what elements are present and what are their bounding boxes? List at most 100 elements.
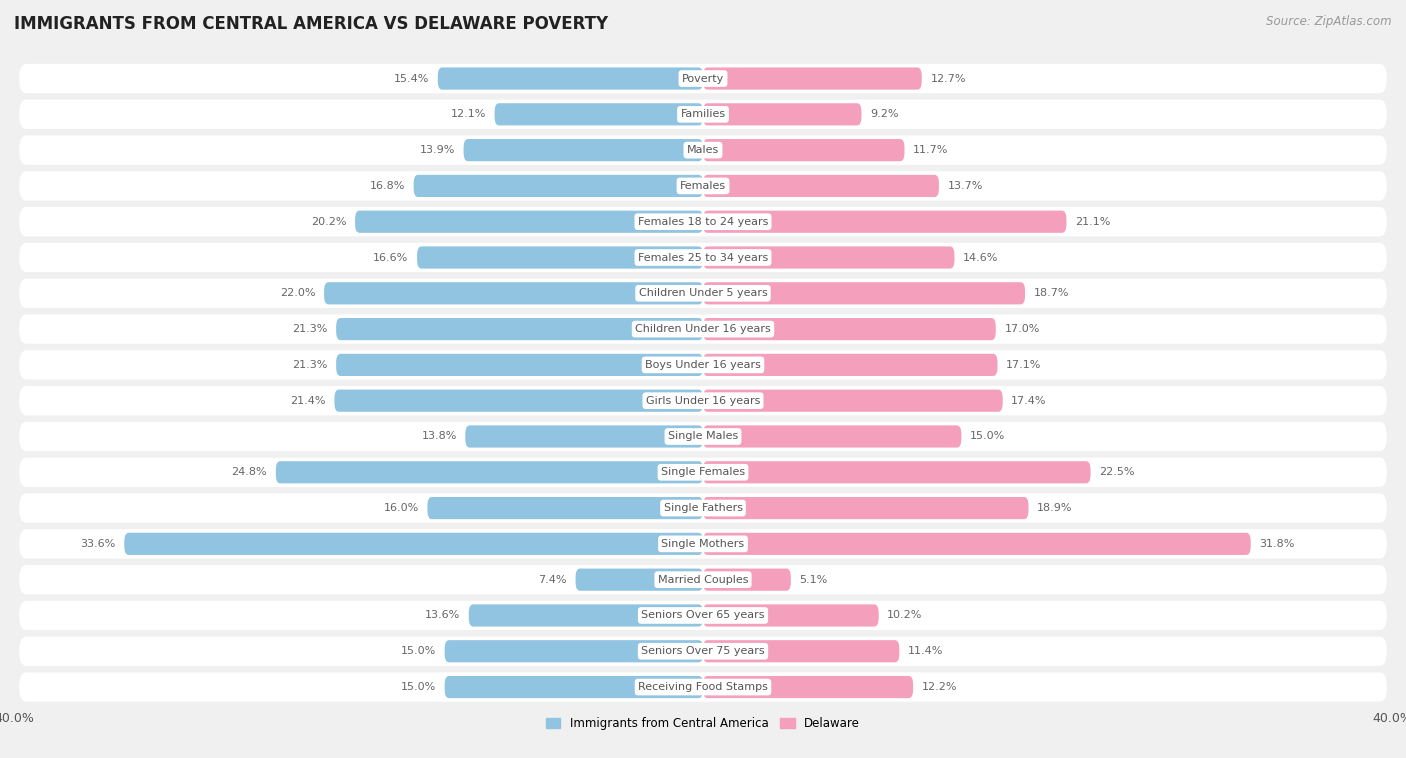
FancyBboxPatch shape: [465, 425, 703, 447]
Text: 15.0%: 15.0%: [401, 682, 436, 692]
Text: 17.4%: 17.4%: [1011, 396, 1047, 406]
FancyBboxPatch shape: [20, 136, 1386, 164]
FancyBboxPatch shape: [464, 139, 703, 161]
FancyBboxPatch shape: [20, 171, 1386, 201]
FancyBboxPatch shape: [703, 568, 790, 590]
Text: 13.9%: 13.9%: [419, 145, 456, 155]
FancyBboxPatch shape: [356, 211, 703, 233]
FancyBboxPatch shape: [20, 637, 1386, 666]
Text: 15.0%: 15.0%: [970, 431, 1005, 441]
Text: 12.2%: 12.2%: [922, 682, 957, 692]
Text: 31.8%: 31.8%: [1260, 539, 1295, 549]
Text: 12.1%: 12.1%: [450, 109, 486, 119]
FancyBboxPatch shape: [703, 67, 922, 89]
FancyBboxPatch shape: [20, 207, 1386, 236]
FancyBboxPatch shape: [444, 676, 703, 698]
Text: 11.4%: 11.4%: [908, 647, 943, 656]
Text: Married Couples: Married Couples: [658, 575, 748, 584]
FancyBboxPatch shape: [336, 318, 703, 340]
FancyBboxPatch shape: [703, 103, 862, 125]
FancyBboxPatch shape: [20, 279, 1386, 308]
FancyBboxPatch shape: [703, 211, 1066, 233]
FancyBboxPatch shape: [20, 458, 1386, 487]
FancyBboxPatch shape: [703, 139, 904, 161]
Text: 13.7%: 13.7%: [948, 181, 983, 191]
Text: 16.0%: 16.0%: [384, 503, 419, 513]
Text: Seniors Over 65 years: Seniors Over 65 years: [641, 610, 765, 621]
Text: 12.7%: 12.7%: [931, 74, 966, 83]
Text: 33.6%: 33.6%: [80, 539, 115, 549]
FancyBboxPatch shape: [495, 103, 703, 125]
FancyBboxPatch shape: [418, 246, 703, 268]
FancyBboxPatch shape: [20, 64, 1386, 93]
FancyBboxPatch shape: [703, 390, 1002, 412]
Text: 17.0%: 17.0%: [1004, 324, 1040, 334]
Text: Source: ZipAtlas.com: Source: ZipAtlas.com: [1267, 15, 1392, 28]
Text: 18.9%: 18.9%: [1038, 503, 1073, 513]
Text: 15.4%: 15.4%: [394, 74, 429, 83]
Text: Females 18 to 24 years: Females 18 to 24 years: [638, 217, 768, 227]
Text: Females 25 to 34 years: Females 25 to 34 years: [638, 252, 768, 262]
Text: 21.1%: 21.1%: [1076, 217, 1111, 227]
FancyBboxPatch shape: [703, 175, 939, 197]
Text: 21.3%: 21.3%: [292, 360, 328, 370]
Text: 15.0%: 15.0%: [401, 647, 436, 656]
FancyBboxPatch shape: [20, 315, 1386, 344]
FancyBboxPatch shape: [413, 175, 703, 197]
FancyBboxPatch shape: [20, 672, 1386, 702]
FancyBboxPatch shape: [444, 641, 703, 662]
FancyBboxPatch shape: [323, 282, 703, 305]
FancyBboxPatch shape: [703, 282, 1025, 305]
Text: 17.1%: 17.1%: [1007, 360, 1042, 370]
Text: Girls Under 16 years: Girls Under 16 years: [645, 396, 761, 406]
FancyBboxPatch shape: [20, 99, 1386, 129]
FancyBboxPatch shape: [20, 386, 1386, 415]
FancyBboxPatch shape: [703, 497, 1029, 519]
Text: Single Fathers: Single Fathers: [664, 503, 742, 513]
Text: 5.1%: 5.1%: [800, 575, 828, 584]
Text: Families: Families: [681, 109, 725, 119]
Text: 13.8%: 13.8%: [422, 431, 457, 441]
FancyBboxPatch shape: [703, 533, 1251, 555]
Text: Poverty: Poverty: [682, 74, 724, 83]
Text: Children Under 5 years: Children Under 5 years: [638, 288, 768, 299]
Text: IMMIGRANTS FROM CENTRAL AMERICA VS DELAWARE POVERTY: IMMIGRANTS FROM CENTRAL AMERICA VS DELAW…: [14, 15, 609, 33]
FancyBboxPatch shape: [703, 604, 879, 627]
FancyBboxPatch shape: [703, 461, 1091, 484]
FancyBboxPatch shape: [20, 243, 1386, 272]
FancyBboxPatch shape: [427, 497, 703, 519]
FancyBboxPatch shape: [20, 493, 1386, 523]
Text: 16.8%: 16.8%: [370, 181, 405, 191]
Text: 14.6%: 14.6%: [963, 252, 998, 262]
Text: Single Males: Single Males: [668, 431, 738, 441]
FancyBboxPatch shape: [276, 461, 703, 484]
Text: 22.5%: 22.5%: [1099, 467, 1135, 478]
FancyBboxPatch shape: [703, 641, 900, 662]
Text: 13.6%: 13.6%: [425, 610, 460, 621]
Text: 11.7%: 11.7%: [912, 145, 949, 155]
FancyBboxPatch shape: [703, 676, 912, 698]
Text: 7.4%: 7.4%: [538, 575, 567, 584]
FancyBboxPatch shape: [124, 533, 703, 555]
Text: Females: Females: [681, 181, 725, 191]
Text: 9.2%: 9.2%: [870, 109, 898, 119]
Text: 21.3%: 21.3%: [292, 324, 328, 334]
FancyBboxPatch shape: [20, 529, 1386, 559]
FancyBboxPatch shape: [703, 246, 955, 268]
FancyBboxPatch shape: [437, 67, 703, 89]
FancyBboxPatch shape: [703, 425, 962, 447]
Text: 16.6%: 16.6%: [373, 252, 409, 262]
Text: 21.4%: 21.4%: [290, 396, 326, 406]
FancyBboxPatch shape: [20, 601, 1386, 630]
Text: 20.2%: 20.2%: [311, 217, 346, 227]
Text: 22.0%: 22.0%: [280, 288, 315, 299]
FancyBboxPatch shape: [703, 354, 997, 376]
Text: 24.8%: 24.8%: [232, 467, 267, 478]
Text: Seniors Over 75 years: Seniors Over 75 years: [641, 647, 765, 656]
Text: Single Mothers: Single Mothers: [661, 539, 745, 549]
Text: Males: Males: [688, 145, 718, 155]
FancyBboxPatch shape: [336, 354, 703, 376]
Text: Boys Under 16 years: Boys Under 16 years: [645, 360, 761, 370]
FancyBboxPatch shape: [575, 568, 703, 590]
FancyBboxPatch shape: [703, 318, 995, 340]
